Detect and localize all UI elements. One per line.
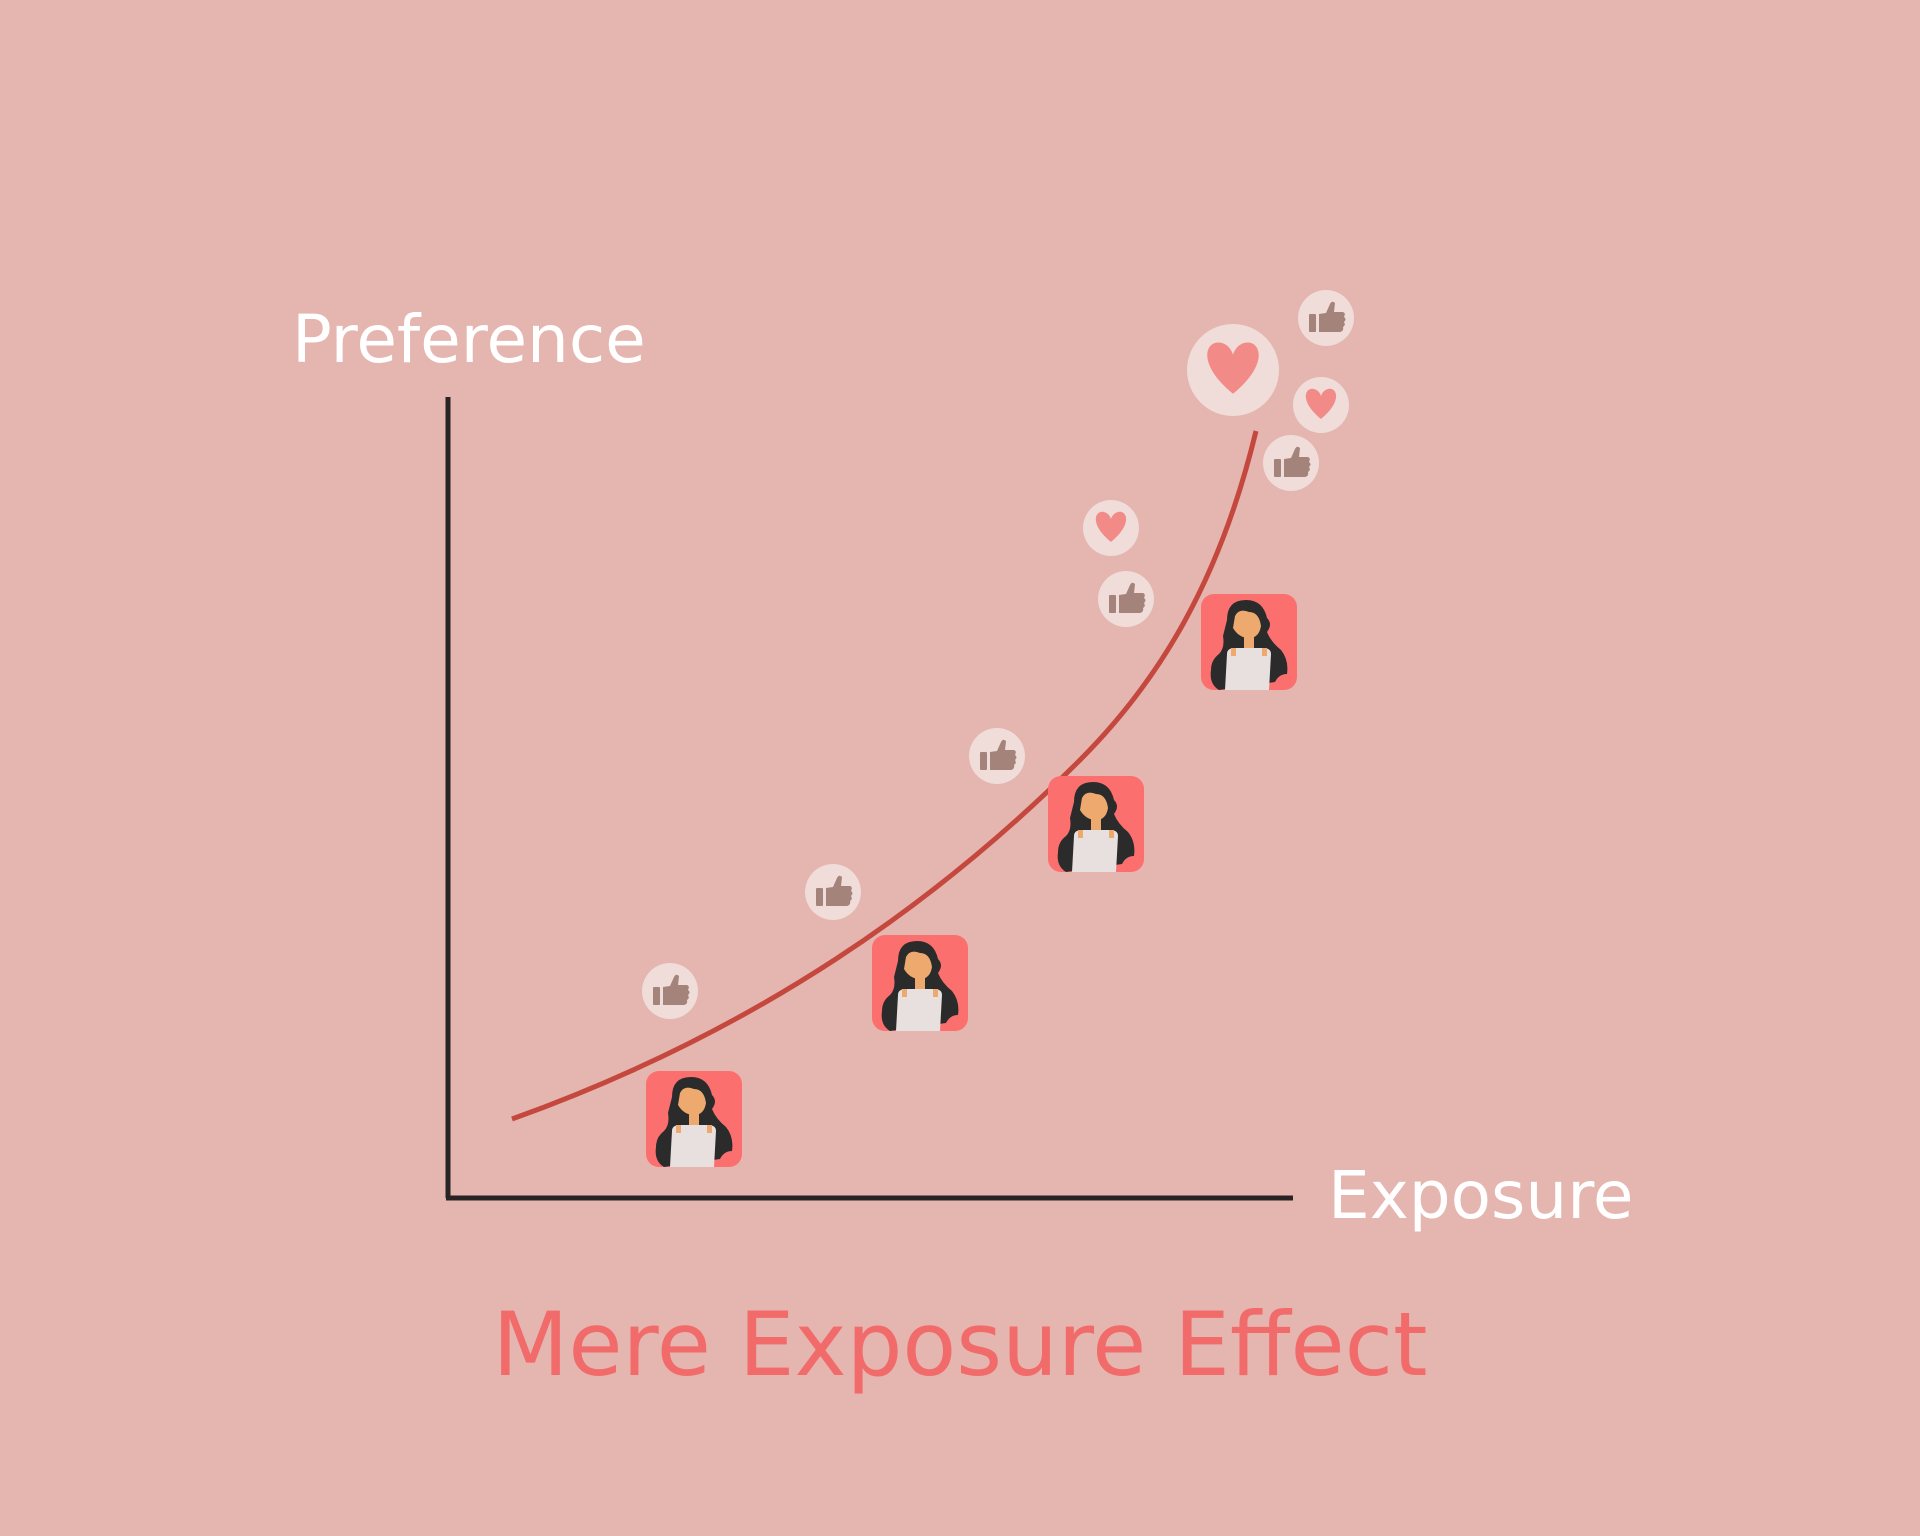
preference-curve	[511, 430, 1259, 1122]
love-bubble	[1293, 377, 1349, 433]
woman-avatar-icon	[1048, 776, 1144, 872]
like-bubble	[1263, 435, 1319, 491]
like-bubble	[805, 864, 861, 920]
y-axis-label: Preference	[292, 301, 646, 378]
woman-avatar-icon	[872, 935, 968, 1031]
like-bubble	[969, 728, 1025, 784]
love-bubble	[1187, 324, 1279, 416]
diagram-title: Mere Exposure Effect	[492, 1293, 1427, 1396]
like-bubble	[1298, 290, 1354, 346]
x-axis-label: Exposure	[1328, 1157, 1634, 1234]
woman-avatar-icon	[1201, 594, 1297, 690]
woman-avatar-icon	[646, 1071, 742, 1167]
like-bubble	[1098, 571, 1154, 627]
love-bubble	[1083, 500, 1139, 556]
like-bubble	[642, 963, 698, 1019]
